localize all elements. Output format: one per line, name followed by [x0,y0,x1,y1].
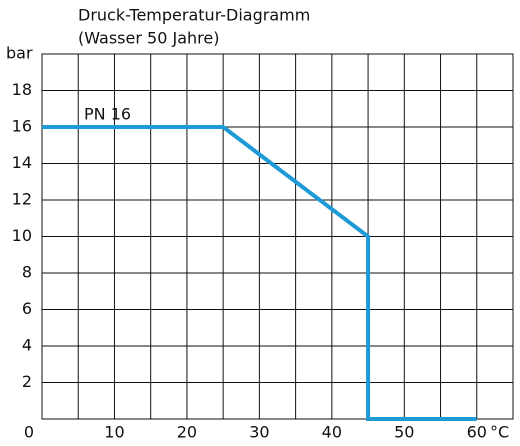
y-tick-label: 16 [12,117,32,136]
chart-subtitle: (Wasser 50 Jahre) [78,29,219,48]
y-tick-label: 14 [12,153,32,172]
y-tick-label: 10 [12,226,32,245]
x-tick-label: 0 [24,423,34,442]
x-tick-label: 60 [467,423,487,442]
data-line [42,125,477,421]
x-tick-label: 50 [394,423,414,442]
y-tick-label: 12 [12,190,32,209]
y-tick-label: 2 [22,372,32,391]
y-tick-label: 8 [22,263,32,282]
x-tick-label: 10 [104,423,124,442]
y-axis-label: bar [6,44,33,63]
x-tick-label: 30 [249,423,269,442]
y-tick-label: 6 [22,299,32,318]
chart-title: Druck-Temperatur-Diagramm [78,6,310,25]
series-label: PN 16 [84,105,131,124]
x-axis-label: °C [490,423,509,442]
x-tick-label: 20 [177,423,197,442]
y-tick-label: 4 [22,336,32,355]
x-tick-label: 40 [322,423,342,442]
y-tick-label: 18 [12,80,32,99]
